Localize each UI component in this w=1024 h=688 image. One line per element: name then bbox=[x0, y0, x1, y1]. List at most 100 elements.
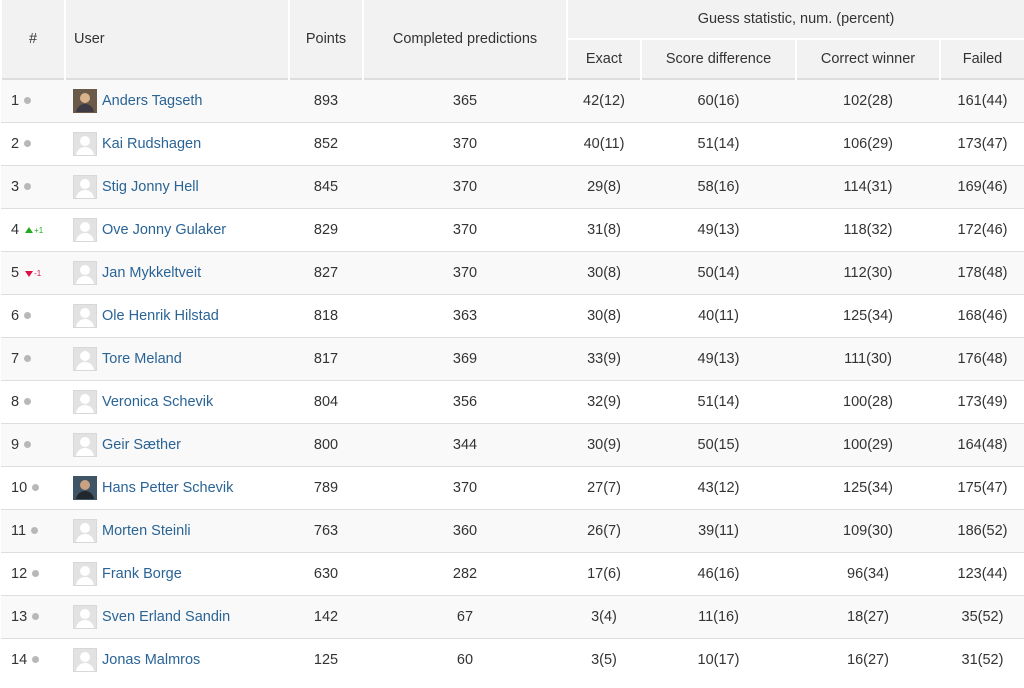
exact-cell: 26(7) bbox=[567, 509, 641, 553]
failed-cell: 176(48) bbox=[940, 337, 1024, 381]
rank-cell: 6 bbox=[1, 294, 65, 338]
completed-predictions-cell: 365 bbox=[363, 78, 567, 123]
user-cell: Sven Erland Sandin bbox=[65, 595, 289, 639]
header-points[interactable]: Points bbox=[288, 0, 364, 79]
user-cell: Kai Rudshagen bbox=[65, 122, 289, 166]
correct-winner-cell: 100(28) bbox=[796, 380, 940, 424]
correct-winner-cell: 111(30) bbox=[796, 337, 940, 381]
points-cell: 829 bbox=[289, 208, 363, 252]
table-row: 9 Geir Sæther 800 344 30(9) 50(15) 100(29) 164(… bbox=[1, 423, 1024, 467]
avatar bbox=[73, 476, 97, 500]
user-link[interactable]: Hans Petter Schevik bbox=[102, 480, 234, 496]
default-avatar-icon bbox=[73, 261, 97, 285]
points-cell: 630 bbox=[289, 552, 363, 596]
exact-cell: 30(8) bbox=[567, 251, 641, 295]
completed-predictions-cell: 370 bbox=[363, 208, 567, 252]
default-avatar-icon bbox=[73, 519, 97, 543]
table-row: 10 Hans Petter Schevik 789 370 27(7) 43(12) 12… bbox=[1, 466, 1024, 510]
rank-number: 2 bbox=[11, 136, 20, 152]
user-link[interactable]: Tore Meland bbox=[102, 351, 182, 367]
score-difference-cell: 11(16) bbox=[641, 595, 796, 639]
completed-predictions-cell: 344 bbox=[363, 423, 567, 467]
rank-number: 8 bbox=[11, 394, 20, 410]
user-link[interactable]: Kai Rudshagen bbox=[102, 136, 202, 152]
user-link[interactable]: Geir Sæther bbox=[102, 437, 181, 453]
table-row: 12 Frank Borge 630 282 17(6) 46(16) 96(34) 123(… bbox=[1, 552, 1024, 596]
failed-cell: 168(46) bbox=[940, 294, 1024, 338]
user-link[interactable]: Ove Jonny Gulaker bbox=[102, 222, 227, 238]
rank-cell: 10 bbox=[1, 466, 65, 510]
completed-predictions-cell: 370 bbox=[363, 466, 567, 510]
user-link[interactable]: Frank Borge bbox=[102, 566, 182, 582]
default-avatar-icon bbox=[73, 132, 97, 156]
completed-predictions-cell: 67 bbox=[363, 595, 567, 639]
user-link[interactable]: Stig Jonny Hell bbox=[102, 179, 199, 195]
failed-cell: 35(52) bbox=[940, 595, 1024, 639]
exact-cell: 30(9) bbox=[567, 423, 641, 467]
correct-winner-cell: 106(29) bbox=[796, 122, 940, 166]
failed-cell: 172(46) bbox=[940, 208, 1024, 252]
score-difference-cell: 39(11) bbox=[641, 509, 796, 553]
default-avatar-icon bbox=[73, 218, 97, 242]
points-cell: 893 bbox=[289, 78, 363, 123]
failed-cell: 161(44) bbox=[940, 78, 1024, 123]
points-cell: 817 bbox=[289, 337, 363, 381]
user-cell: Jonas Malmros bbox=[65, 638, 289, 681]
exact-cell: 3(5) bbox=[567, 638, 641, 681]
points-cell: 852 bbox=[289, 122, 363, 166]
user-cell: Hans Petter Schevik bbox=[65, 466, 289, 510]
user-link[interactable]: Veronica Schevik bbox=[102, 394, 214, 410]
score-difference-cell: 49(13) bbox=[641, 337, 796, 381]
rank-cell: 14 bbox=[1, 638, 65, 681]
table-row: 11 Morten Steinli 763 360 26(7) 39(11) 109(30)… bbox=[1, 509, 1024, 553]
points-cell: 789 bbox=[289, 466, 363, 510]
rank-number: 7 bbox=[11, 351, 20, 367]
header-score-difference[interactable]: Score difference bbox=[640, 38, 797, 79]
points-cell: 142 bbox=[289, 595, 363, 639]
user-link[interactable]: Anders Tagseth bbox=[102, 93, 203, 109]
default-avatar-icon bbox=[73, 390, 97, 414]
exact-cell: 17(6) bbox=[567, 552, 641, 596]
rank-number: 5 bbox=[11, 265, 20, 281]
completed-predictions-cell: 282 bbox=[363, 552, 567, 596]
rank-cell: 4 +1 bbox=[1, 208, 65, 252]
header-exact[interactable]: Exact bbox=[566, 38, 642, 79]
table-row: 13 Sven Erland Sandin 142 67 3(4) 11(16) 18(27… bbox=[1, 595, 1024, 639]
exact-cell: 40(11) bbox=[567, 122, 641, 166]
exact-cell: 42(12) bbox=[567, 78, 641, 123]
user-cell: Frank Borge bbox=[65, 552, 289, 596]
user-link[interactable]: Jan Mykkeltveit bbox=[102, 265, 202, 281]
user-cell: Tore Meland bbox=[65, 337, 289, 381]
failed-cell: 173(47) bbox=[940, 122, 1024, 166]
header-completed-predictions[interactable]: Completed predictions bbox=[362, 0, 568, 79]
user-link[interactable]: Morten Steinli bbox=[102, 523, 191, 539]
header-correct-winner[interactable]: Correct winner bbox=[795, 38, 941, 79]
completed-predictions-cell: 60 bbox=[363, 638, 567, 681]
header-failed[interactable]: Failed bbox=[939, 38, 1024, 79]
points-cell: 818 bbox=[289, 294, 363, 338]
exact-cell: 27(7) bbox=[567, 466, 641, 510]
failed-cell: 173(49) bbox=[940, 380, 1024, 424]
exact-cell: 31(8) bbox=[567, 208, 641, 252]
correct-winner-cell: 102(28) bbox=[796, 78, 940, 123]
table-row: 8 Veronica Schevik 804 356 32(9) 51(14) 100(28… bbox=[1, 380, 1024, 424]
trend-down-icon bbox=[25, 271, 34, 277]
table-row: 2 Kai Rudshagen 852 370 40(11) 51(14) 106(29) 1… bbox=[1, 122, 1024, 166]
header-rank[interactable]: # bbox=[0, 0, 66, 79]
rank-number: 4 bbox=[11, 222, 20, 238]
score-difference-cell: 50(14) bbox=[641, 251, 796, 295]
rank-cell: 7 bbox=[1, 337, 65, 381]
correct-winner-cell: 96(34) bbox=[796, 552, 940, 596]
user-link[interactable]: Sven Erland Sandin bbox=[102, 609, 231, 625]
header-user[interactable]: User bbox=[64, 0, 290, 79]
user-cell: Ove Jonny Gulaker bbox=[65, 208, 289, 252]
points-cell: 763 bbox=[289, 509, 363, 553]
failed-cell: 164(48) bbox=[940, 423, 1024, 467]
trend-up-icon bbox=[25, 227, 34, 233]
rank-change: +1 bbox=[34, 226, 44, 235]
user-link[interactable]: Ole Henrik Hilstad bbox=[102, 308, 219, 324]
user-link[interactable]: Jonas Malmros bbox=[102, 652, 201, 668]
exact-cell: 29(8) bbox=[567, 165, 641, 209]
points-cell: 125 bbox=[289, 638, 363, 681]
table-row: 6 Ole Henrik Hilstad 818 363 30(8) 40(11) 125(… bbox=[1, 294, 1024, 338]
